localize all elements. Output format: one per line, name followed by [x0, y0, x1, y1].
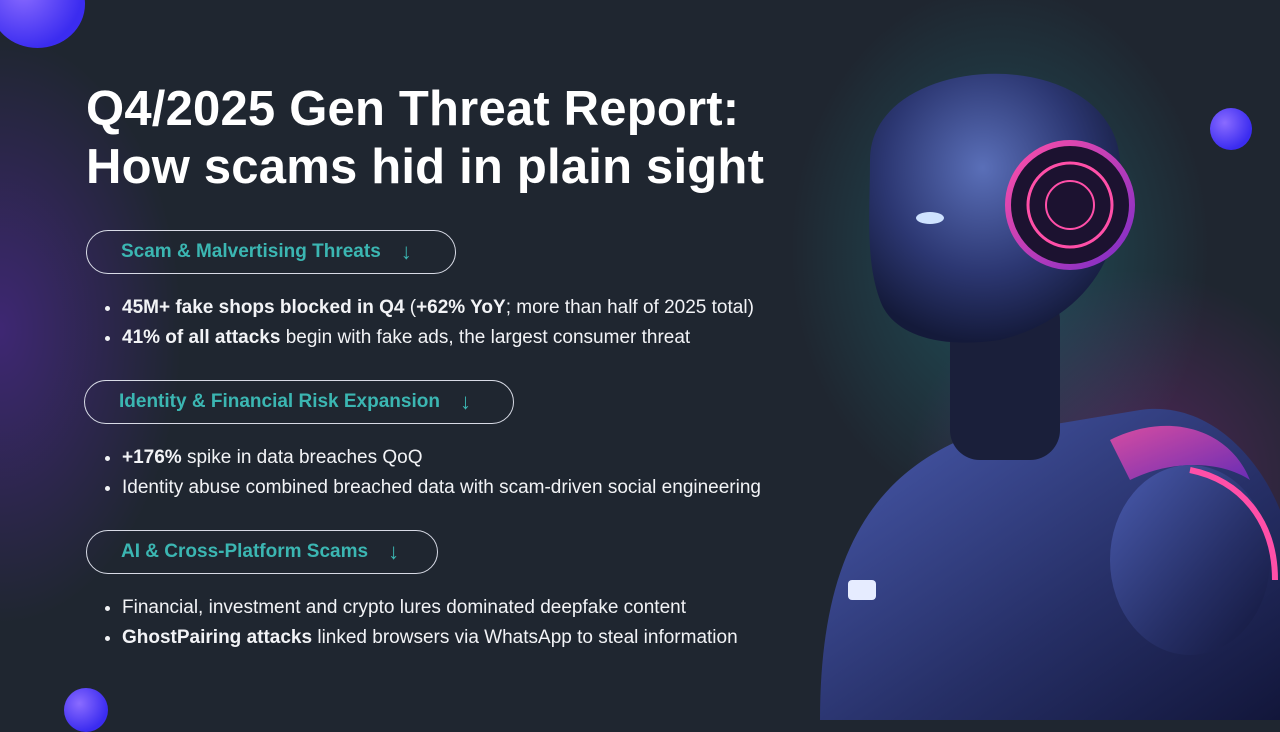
- arrow-down-icon: ↓: [388, 539, 400, 564]
- list-item: GhostPairing attacks linked browsers via…: [122, 623, 738, 653]
- bold-text: +176%: [122, 447, 182, 468]
- text: linked browsers via WhatsApp to steal in…: [312, 627, 738, 648]
- text: begin with fake ads, the largest consume…: [280, 327, 691, 348]
- bold-text: GhostPairing attacks: [122, 627, 313, 648]
- list-item: 45M+ fake shops blocked in Q4 (+62% YoY;…: [122, 293, 754, 323]
- title-line: How scams hid in plain sight: [86, 140, 765, 194]
- bold-text: 41% of all attacks: [122, 327, 281, 348]
- bullet-list: 45M+ fake shops blocked in Q4 (+62% YoY;…: [100, 293, 754, 353]
- text: Financial, investment and crypto lures d…: [122, 597, 686, 618]
- section-label: AI & Cross-Platform Scams: [121, 541, 369, 562]
- list-item: +176% spike in data breaches QoQ: [122, 443, 761, 473]
- list-item: Identity abuse combined breached data wi…: [122, 473, 761, 503]
- arrow-down-icon: ↓: [459, 389, 471, 414]
- decorative-orb: [64, 688, 108, 732]
- section-toggle-button[interactable]: Identity & Financial Risk Expansion ↓: [84, 380, 514, 424]
- arrow-down-icon: ↓: [400, 239, 412, 264]
- bold-text: 45M+ fake shops blocked in Q4: [122, 297, 405, 318]
- text: (: [404, 297, 417, 318]
- text: ; more than half of 2025 total): [505, 297, 754, 318]
- bullet-list: Financial, investment and crypto lures d…: [100, 593, 738, 653]
- list-item: 41% of all attacks begin with fake ads, …: [122, 323, 754, 353]
- list-item: Financial, investment and crypto lures d…: [122, 593, 738, 623]
- section-label: Identity & Financial Risk Expansion: [119, 391, 440, 412]
- bullet-list: +176% spike in data breaches QoQ Identity…: [100, 443, 761, 503]
- section-label: Scam & Malvertising Threats: [121, 241, 381, 262]
- robot-illustration: [820, 73, 1280, 720]
- bold-text: +62% YoY: [416, 297, 506, 318]
- section-toggle-button[interactable]: AI & Cross-Platform Scams ↓: [86, 530, 438, 574]
- section-toggle-button[interactable]: Scam & Malvertising Threats ↓: [86, 230, 456, 274]
- title-line: Q4/2025 Gen Threat Report:: [86, 82, 740, 136]
- text: spike in data breaches QoQ: [181, 447, 423, 468]
- decorative-orb: [1210, 108, 1252, 150]
- page-title: Q4/2025 Gen Threat Report: How scams hid…: [86, 80, 764, 196]
- text: Identity abuse combined breached data wi…: [122, 477, 761, 498]
